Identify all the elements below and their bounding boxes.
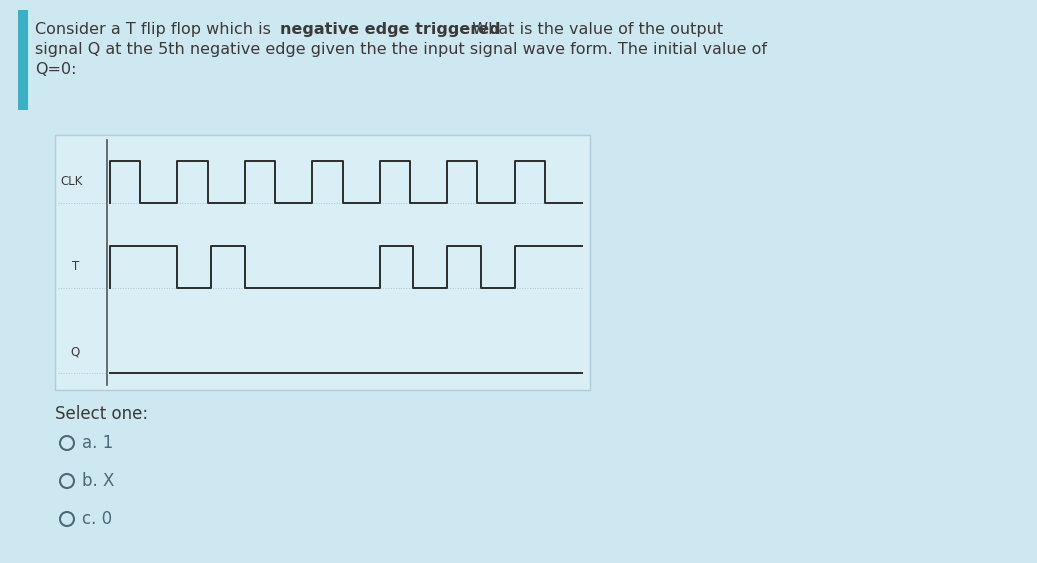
Text: T: T bbox=[72, 260, 79, 273]
Text: Consider a T flip flop which is: Consider a T flip flop which is bbox=[35, 22, 276, 37]
Text: b. X: b. X bbox=[82, 472, 114, 490]
Text: Select one:: Select one: bbox=[55, 405, 148, 423]
Text: . What is the value of the output: . What is the value of the output bbox=[463, 22, 723, 37]
Text: signal Q at the 5th negative edge given the the input signal wave form. The init: signal Q at the 5th negative edge given … bbox=[35, 42, 767, 57]
Text: CLK: CLK bbox=[60, 175, 82, 188]
Text: c. 0: c. 0 bbox=[82, 510, 112, 528]
Text: negative edge triggered: negative edge triggered bbox=[280, 22, 501, 37]
Bar bbox=[18, 10, 28, 110]
Text: a. 1: a. 1 bbox=[82, 434, 113, 452]
Text: Q: Q bbox=[71, 345, 79, 358]
Text: Q=0:: Q=0: bbox=[35, 62, 77, 77]
Bar bbox=[55, 135, 590, 390]
